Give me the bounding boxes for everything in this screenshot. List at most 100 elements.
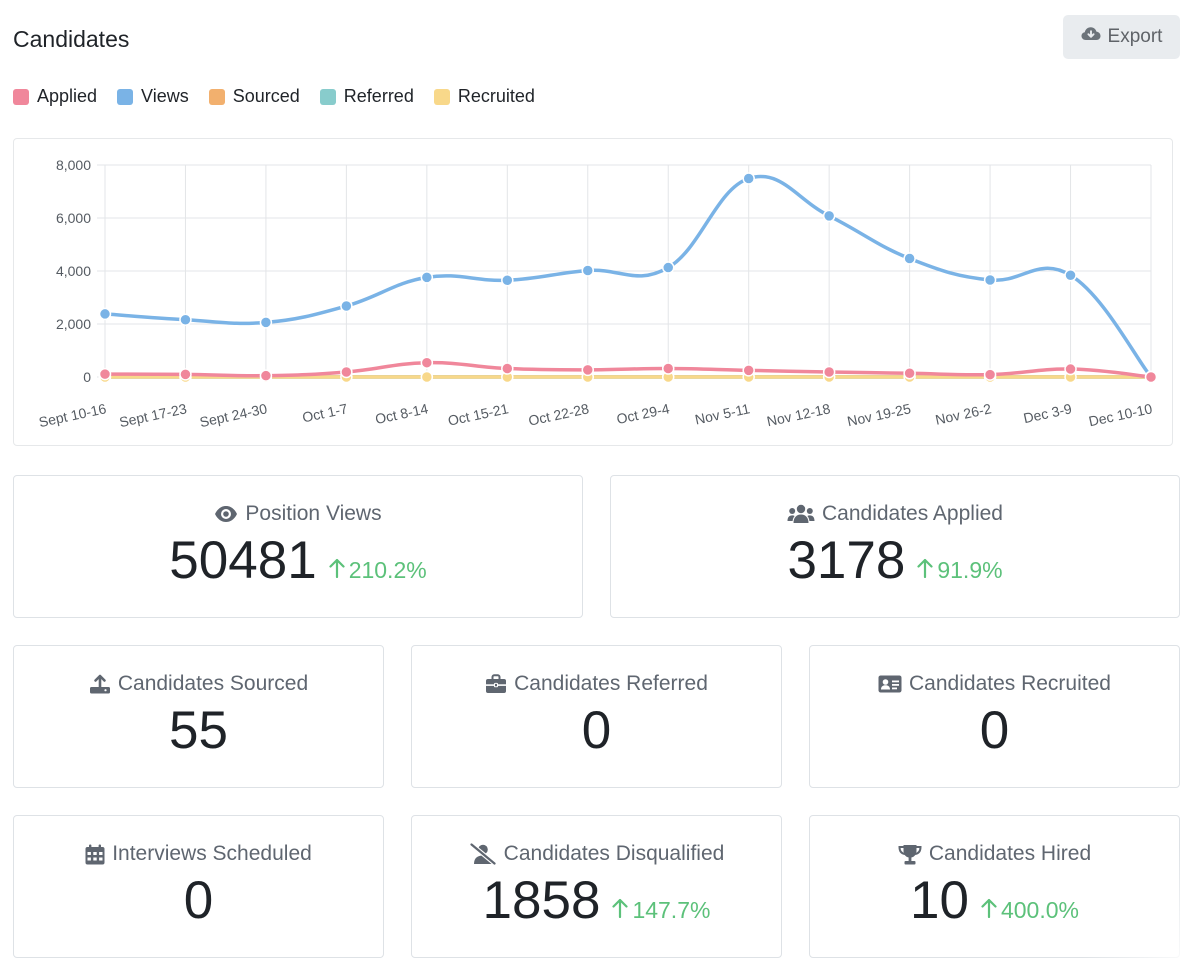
y-tick-label: 8,000 xyxy=(56,157,91,173)
briefcase-icon xyxy=(485,674,507,694)
stat-label: Candidates Sourced xyxy=(117,672,309,695)
data-point-views[interactable] xyxy=(340,299,353,313)
stat-value: 50481 xyxy=(169,531,317,590)
stat-value: 0 xyxy=(581,701,612,760)
legend-swatch-views xyxy=(117,88,134,105)
arrow-up-icon xyxy=(917,557,937,584)
legend-label: Sourced xyxy=(232,86,300,106)
data-point-applied[interactable] xyxy=(742,364,755,377)
data-point-applied[interactable] xyxy=(1064,362,1077,376)
x-tick-label: Sept 17-23 xyxy=(118,400,189,430)
trophy-icon xyxy=(898,844,922,865)
eye-icon xyxy=(214,505,238,523)
data-point-views[interactable] xyxy=(661,261,675,274)
data-point-views[interactable] xyxy=(983,273,997,287)
data-point-views[interactable] xyxy=(742,172,755,185)
data-point-views[interactable] xyxy=(179,313,192,327)
y-tick-label: 4,000 xyxy=(56,263,91,279)
candidates-line-chart: 0 2,000 4,000 6,000 8,000 Sept 10-16 Sept 17-2… xyxy=(37,157,1158,430)
legend-swatch-referred xyxy=(319,88,336,105)
x-tick-label: Nov 26-2 xyxy=(934,400,993,428)
stat-value: 3178 xyxy=(787,531,906,590)
data-point-applied[interactable] xyxy=(983,368,997,381)
legend-label: Referred xyxy=(343,86,414,106)
stat-value: 1858 xyxy=(482,871,601,930)
data-point-applied[interactable] xyxy=(340,365,353,379)
chart-legend: Applied Views Sourced Referred Recruited xyxy=(13,86,555,107)
data-point-views[interactable] xyxy=(420,271,434,284)
x-tick-label: Nov 5-11 xyxy=(693,400,751,427)
stat-label: Candidates Applied xyxy=(822,502,1003,525)
data-point-views[interactable] xyxy=(259,316,273,329)
x-tick-label: Oct 29-4 xyxy=(615,400,671,427)
data-point-views[interactable] xyxy=(1064,268,1077,282)
stat-card-candidates-recruited: Candidates Recruited 0 xyxy=(809,645,1180,788)
x-tick-label: Nov 12-18 xyxy=(765,400,832,429)
legend-swatch-applied xyxy=(13,88,29,105)
user-slash-icon xyxy=(468,843,497,865)
data-point-applied[interactable] xyxy=(581,363,595,377)
stat-value: 10 xyxy=(910,871,969,930)
data-point-views[interactable] xyxy=(98,307,112,321)
legend-label: Recruited xyxy=(457,86,535,106)
stat-change-value: 400.0% xyxy=(1000,897,1079,923)
x-tick-label: Dec 10-10 xyxy=(1087,400,1154,429)
data-point-applied[interactable] xyxy=(179,368,192,381)
stat-card-position-views: Position Views 50481 210.2% xyxy=(13,475,583,618)
data-point-views[interactable] xyxy=(501,274,514,287)
stat-change: 400.0% xyxy=(981,897,1079,924)
x-tick-label: Sept 10-16 xyxy=(37,400,108,430)
stat-label: Candidates Referred xyxy=(514,672,708,695)
data-point-views[interactable] xyxy=(581,264,595,277)
export-label: Export xyxy=(1107,26,1163,47)
upload-icon xyxy=(89,674,111,694)
data-point-applied[interactable] xyxy=(822,365,836,379)
data-point-applied[interactable] xyxy=(661,362,675,375)
x-tick-label: Oct 15-21 xyxy=(446,400,510,428)
stat-change-value: 91.9% xyxy=(937,557,1003,583)
data-point-applied[interactable] xyxy=(1144,370,1158,384)
stat-change: 147.7% xyxy=(612,897,710,924)
stat-label: Position Views xyxy=(245,502,382,525)
stat-value: 55 xyxy=(169,701,228,760)
legend-swatch-sourced xyxy=(208,88,225,105)
x-tick-label: Oct 8-14 xyxy=(374,400,430,427)
legend-label: Applied xyxy=(37,86,98,106)
calendar-icon xyxy=(85,844,105,865)
x-tick-label: Dec 3-9 xyxy=(1022,400,1073,426)
legend-item-views[interactable]: Views xyxy=(117,86,189,107)
stat-change-value: 210.2% xyxy=(348,557,427,583)
series-views xyxy=(98,172,1158,384)
stat-value: 0 xyxy=(183,871,214,930)
cloud-download-icon xyxy=(1081,26,1101,48)
legend-label: Views xyxy=(141,86,189,106)
stat-card-candidates-disqualified: Candidates Disqualified 1858 147.7% xyxy=(411,815,782,958)
x-tick-label: Nov 19-25 xyxy=(846,400,913,429)
id-card-icon xyxy=(878,675,902,693)
users-icon xyxy=(787,504,815,524)
data-point-applied[interactable] xyxy=(501,362,514,375)
data-point-applied[interactable] xyxy=(420,356,434,369)
page-title: Candidates xyxy=(13,26,130,52)
arrow-up-icon xyxy=(329,557,349,584)
stat-label: Candidates Recruited xyxy=(909,672,1111,695)
stat-card-candidates-referred: Candidates Referred 0 xyxy=(411,645,782,788)
stat-card-candidates-applied: Candidates Applied 3178 91.9% xyxy=(610,475,1180,618)
legend-item-recruited[interactable]: Recruited xyxy=(433,86,535,107)
legend-item-sourced[interactable]: Sourced xyxy=(208,86,300,107)
legend-swatch-recruited xyxy=(433,88,450,105)
y-tick-label: 0 xyxy=(83,369,91,385)
legend-item-applied[interactable]: Applied xyxy=(13,86,97,107)
data-point-recruited[interactable] xyxy=(420,370,434,384)
data-point-applied[interactable] xyxy=(903,367,916,380)
data-point-applied[interactable] xyxy=(98,367,112,381)
data-point-applied[interactable] xyxy=(259,369,273,382)
legend-item-referred[interactable]: Referred xyxy=(319,86,414,107)
data-point-views[interactable] xyxy=(903,252,916,265)
data-point-views[interactable] xyxy=(822,209,836,223)
stat-card-candidates-sourced: Candidates Sourced 55 xyxy=(13,645,384,788)
x-tick-label: Oct 22-28 xyxy=(527,400,591,428)
stat-card-interviews-scheduled: Interviews Scheduled 0 xyxy=(13,815,384,958)
export-button[interactable]: Export xyxy=(1063,15,1180,59)
stat-value: 0 xyxy=(979,701,1010,760)
